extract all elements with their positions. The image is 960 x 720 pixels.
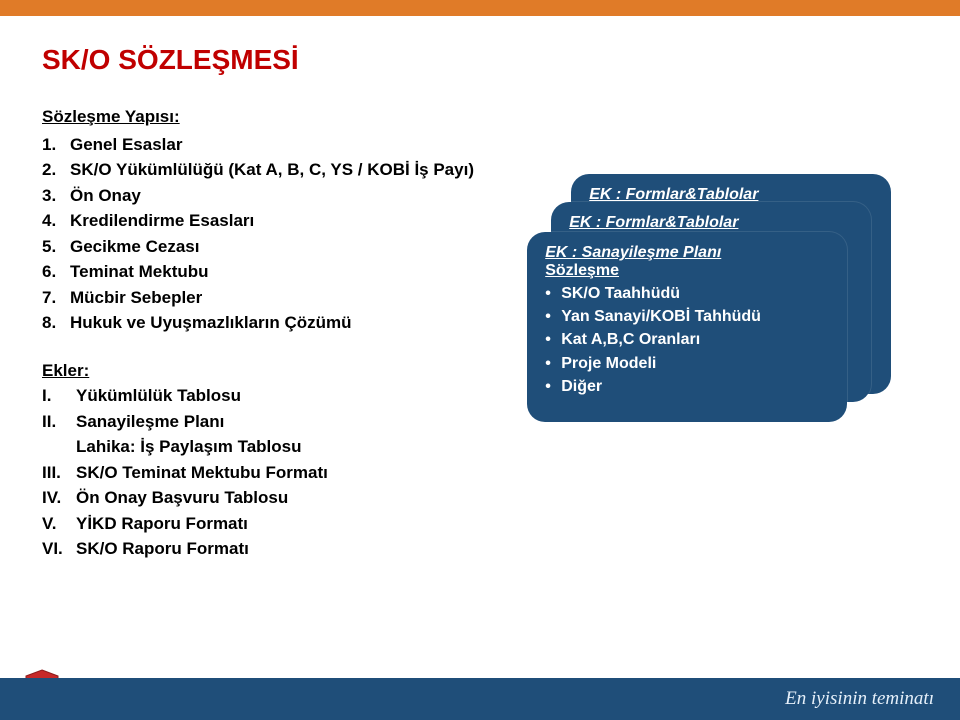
- item-text: Hukuk ve Uyuşmazlıkların Çözümü: [70, 310, 352, 336]
- item-text: Ön Onay Başvuru Tablosu: [76, 485, 288, 511]
- item-text: Lahika: İş Paylaşım Tablosu: [76, 434, 302, 460]
- item-number: 6.: [42, 259, 70, 285]
- item-number: 2.: [42, 157, 70, 183]
- item-number: 3.: [42, 183, 70, 209]
- item-number: III.: [42, 460, 76, 486]
- card-bullet: Diğer: [545, 375, 829, 398]
- item-text: Teminat Mektubu: [70, 259, 209, 285]
- top-accent-bar: [0, 0, 960, 16]
- footer-tagline: En iyisinin teminatı: [785, 688, 934, 710]
- list-item: 6.Teminat Mektubu: [42, 259, 509, 285]
- list-item: 4.Kredilendirme Esasları: [42, 208, 509, 234]
- item-text: Genel Esaslar: [70, 132, 182, 158]
- item-number: 1.: [42, 132, 70, 158]
- list-item: 3.Ön Onay: [42, 183, 509, 209]
- left-column: Sözleşme Yapısı: 1.Genel Esaslar 2.SK/O …: [42, 104, 509, 562]
- card-header: EK : Formlar&Tablolar: [569, 214, 853, 232]
- list-item: I.Yükümlülük Tablosu: [42, 383, 509, 409]
- item-text: YİKD Raporu Formatı: [76, 511, 248, 537]
- card-bullet: Kat A,B,C Oranları: [545, 328, 829, 351]
- list-item: III.SK/O Teminat Mektubu Formatı: [42, 460, 509, 486]
- list-item: V.YİKD Raporu Formatı: [42, 511, 509, 537]
- item-text: Mücbir Sebepler: [70, 285, 202, 311]
- card-bullet: Proje Modeli: [545, 352, 829, 375]
- item-number: VI.: [42, 536, 76, 562]
- card-bullet: SK/O Taahhüdü: [545, 282, 829, 305]
- item-number: I.: [42, 383, 76, 409]
- card-bullet: Yan Sanayi/KOBİ Tahhüdü: [545, 305, 829, 328]
- list-item: II.Sanayileşme Planı: [42, 409, 509, 435]
- list-item: IV.Ön Onay Başvuru Tablosu: [42, 485, 509, 511]
- item-number: 8.: [42, 310, 70, 336]
- list-item: 2.SK/O Yükümlülüğü (Kat A, B, C, YS / KO…: [42, 157, 509, 183]
- right-column: EK : Formlar&Tablolar EK : Formlar&Tablo…: [509, 104, 918, 562]
- item-text: SK/O Raporu Formatı: [76, 536, 249, 562]
- item-number: IV.: [42, 485, 76, 511]
- list-item: 1.Genel Esaslar: [42, 132, 509, 158]
- card-front: EK : Sanayileşme Planı Sözleşme SK/O Taa…: [527, 232, 847, 422]
- item-text: Kredilendirme Esasları: [70, 208, 254, 234]
- slide-page: SK/O SÖZLEŞMESİ Sözleşme Yapısı: 1.Genel…: [0, 16, 960, 720]
- card-header: EK : Sanayileşme Planı: [545, 244, 829, 262]
- list-item-sub: Lahika: İş Paylaşım Tablosu: [42, 434, 509, 460]
- list-item: 5.Gecikme Cezası: [42, 234, 509, 260]
- item-number: 5.: [42, 234, 70, 260]
- item-number: II.: [42, 409, 76, 435]
- item-number: V.: [42, 511, 76, 537]
- list-item: 8.Hukuk ve Uyuşmazlıkların Çözümü: [42, 310, 509, 336]
- list-item: VI.SK/O Raporu Formatı: [42, 536, 509, 562]
- item-text: Ön Onay: [70, 183, 141, 209]
- card-subheader: Sözleşme: [545, 262, 829, 280]
- item-number: 4.: [42, 208, 70, 234]
- content-area: Sözleşme Yapısı: 1.Genel Esaslar 2.SK/O …: [0, 76, 960, 562]
- item-text: SK/O Yükümlülüğü (Kat A, B, C, YS / KOBİ…: [70, 157, 474, 183]
- page-title: SK/O SÖZLEŞMESİ: [0, 16, 960, 76]
- structure-heading: Sözleşme Yapısı:: [42, 104, 509, 130]
- footer-bar: En iyisinin teminatı: [0, 678, 960, 720]
- item-text: Yükümlülük Tablosu: [76, 383, 241, 409]
- ekler-list: I.Yükümlülük Tablosu II.Sanayileşme Plan…: [42, 383, 509, 562]
- item-number: 7.: [42, 285, 70, 311]
- list-item: 7.Mücbir Sebepler: [42, 285, 509, 311]
- structure-list: 1.Genel Esaslar 2.SK/O Yükümlülüğü (Kat …: [42, 132, 509, 336]
- item-text: SK/O Teminat Mektubu Formatı: [76, 460, 328, 486]
- item-text: Gecikme Cezası: [70, 234, 199, 260]
- item-text: Sanayileşme Planı: [76, 409, 224, 435]
- ekler-heading: Ekler:: [42, 358, 509, 384]
- card-bullets: SK/O Taahhüdü Yan Sanayi/KOBİ Tahhüdü Ka…: [545, 282, 829, 398]
